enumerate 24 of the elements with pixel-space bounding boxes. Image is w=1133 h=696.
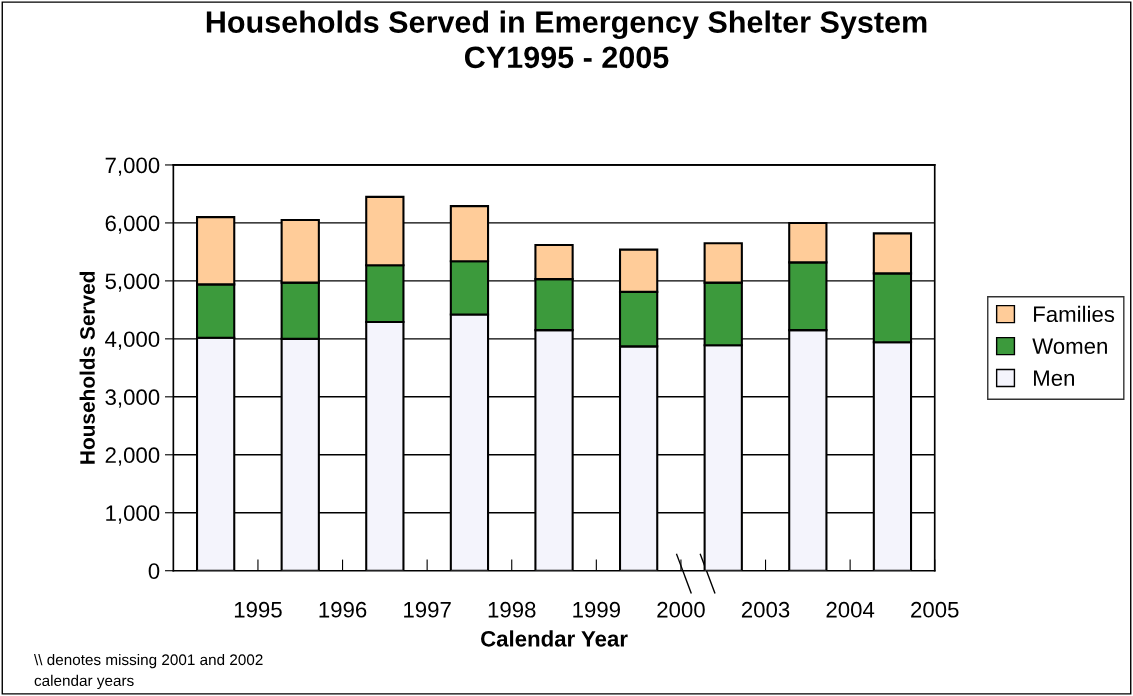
x-tick-label: 2000 xyxy=(657,601,705,618)
x-tick-label: 1998 xyxy=(488,601,536,618)
y-tick-label: 4,000 xyxy=(105,331,160,350)
text: \\ denotes missing 2001 and 2002 calendar years xyxy=(33,653,263,690)
x-tick-label: 1996 xyxy=(319,601,367,618)
y-tick-label: 1,000 xyxy=(106,505,160,524)
y-tick-label: 3,000 xyxy=(105,389,160,408)
y-tick-label: 2,000 xyxy=(105,447,160,466)
y-tick-label: 7,000 xyxy=(105,157,160,176)
legend-label: Women xyxy=(1032,338,1107,355)
x-axis-title: Calendar Year xyxy=(481,630,628,647)
y-tick-label: 6,000 xyxy=(105,215,160,234)
x-tick-label: 2005 xyxy=(911,601,959,618)
legend-label: Families xyxy=(1034,305,1115,323)
x-tick-label: 1999 xyxy=(573,601,620,618)
x-tick-label: 2003 xyxy=(741,601,790,618)
x-tick-label: 2004 xyxy=(826,601,875,618)
x-tick-label: 1997 xyxy=(404,601,451,618)
y-axis-title: Households Served xyxy=(79,271,95,464)
y-tick-label: 5,000 xyxy=(105,273,160,292)
y-tick-label: 0 xyxy=(148,563,160,579)
x-tick-label: 1995 xyxy=(234,601,282,618)
chart-title: Households Served in Emergency Shelter System CY1995 - 2005 xyxy=(206,10,927,69)
legend-label: Men xyxy=(1034,370,1074,386)
